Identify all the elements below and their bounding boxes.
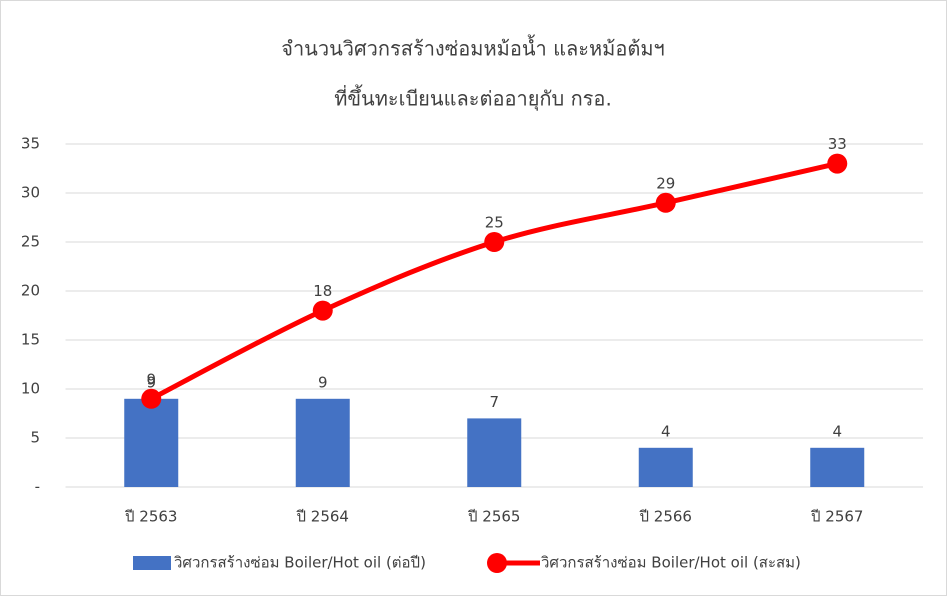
data-label: 18: [313, 282, 332, 300]
y-tick-label: 20: [21, 282, 40, 300]
data-label: 4: [832, 422, 842, 440]
legend-label: วิศวกรสร้างซ่อม Boiler/Hot oil (ต่อปี): [173, 554, 426, 572]
x-tick-label: ปี 2567: [810, 508, 863, 526]
bar: [638, 447, 693, 487]
y-tick-label: 10: [21, 380, 40, 398]
bar: [295, 398, 350, 487]
line-marker: [484, 232, 505, 252]
line-marker: [655, 192, 676, 213]
x-tick-label: ปี 2564: [296, 508, 349, 526]
y-tick-label: 5: [30, 429, 40, 447]
line-marker: [312, 300, 333, 321]
data-label: 9: [146, 370, 156, 388]
legend-label: วิศวกรสร้างซ่อม Boiler/Hot oil (สะสม): [540, 554, 800, 572]
data-label: 29: [656, 174, 675, 192]
legend-swatch: [133, 556, 171, 570]
data-label: 33: [828, 135, 847, 153]
chart-title: ที่ขึ้นทะเบียนและต่ออายุกับ กรอ.: [334, 85, 612, 112]
line-marker: [827, 153, 848, 174]
y-tick-label: 15: [21, 331, 40, 349]
bar: [124, 398, 179, 487]
chart-title: จำนวนวิศวกรสร้างซ่อมหม้อน้ำ และหม้อต้มฯ: [281, 35, 665, 61]
x-tick-label: ปี 2563: [124, 508, 177, 526]
y-tick-label: -: [35, 478, 40, 496]
y-tick-label: 30: [21, 184, 40, 202]
x-tick-label: ปี 2566: [639, 508, 692, 526]
line-marker: [141, 388, 162, 409]
bar: [810, 447, 865, 487]
data-label: 9: [318, 373, 328, 391]
data-label: 9: [146, 373, 156, 391]
y-tick-label: 35: [21, 135, 40, 153]
legend-swatch: [487, 553, 507, 573]
y-tick-label: 25: [21, 233, 40, 251]
data-label: 7: [489, 393, 499, 411]
x-tick-label: ปี 2565: [467, 508, 520, 526]
data-label: 4: [661, 422, 671, 440]
data-label: 25: [485, 214, 504, 232]
bar: [467, 418, 522, 487]
